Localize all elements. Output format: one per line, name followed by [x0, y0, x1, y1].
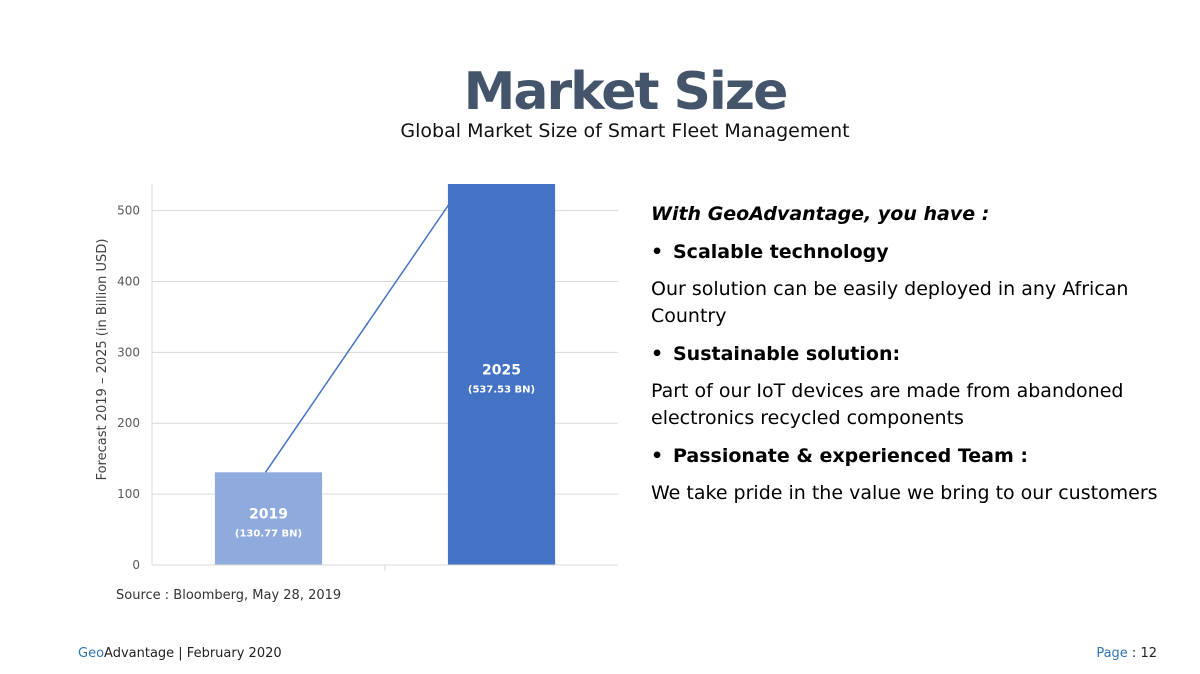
y-tick-label: 0 — [132, 558, 140, 572]
bar-data-label: (537.53 BN) — [468, 385, 535, 396]
y-tick-label: 100 — [117, 487, 140, 501]
bullet-icon: • — [651, 241, 664, 263]
y-axis-title: Forecast 2019 – 2025 (in Billion USD) — [95, 239, 110, 481]
benefit-title: Scalable technology — [673, 241, 889, 263]
footer-brand: GeoAdvantage | February 2020 — [78, 646, 282, 661]
bar-category-label: 2025 — [482, 363, 521, 379]
footer-page: Page : 12 — [1096, 646, 1157, 661]
y-tick-label: 400 — [117, 274, 140, 288]
labels: 0 100 200 300 400 500 2019 (130.77 BN) 2025 (537.… — [95, 184, 535, 572]
benefit-title: Sustainable solution: — [673, 343, 901, 365]
benefit-description: Our solution can be easily deployed in a… — [651, 278, 1129, 327]
bar-2025 — [447, 184, 556, 565]
footer-page-number: 12 — [1140, 646, 1157, 661]
bar-category-label: 2019 — [249, 507, 288, 523]
footer-brand-date: Advantage | February 2020 — [104, 646, 282, 661]
y-tick-label: 200 — [117, 416, 140, 430]
axes — [151, 184, 618, 571]
trend-arrow — [264, 184, 463, 473]
bar-data-label: (130.77 BN) — [235, 529, 302, 540]
benefit-title-sustainable: • Sustainable solution: — [651, 340, 1191, 368]
footer-page-separator: : — [1127, 646, 1141, 661]
slide-title: Market Size — [463, 62, 789, 122]
bar-2019 — [214, 472, 323, 565]
chart-source: Source : Bloomberg, May 28, 2019 — [116, 588, 342, 603]
benefit-description: We take pride in the value we bring to o… — [651, 482, 1158, 504]
bars — [214, 184, 556, 565]
panel-heading: With GeoAdvantage, you have : — [651, 203, 990, 225]
footer-brand-geo: Geo — [78, 646, 105, 661]
benefit-title-team: • Passionate & experienced Team : — [651, 442, 1191, 470]
bullet-icon: • — [651, 445, 664, 467]
benefit-title-scalable: • Scalable technology — [651, 238, 1191, 266]
footer-page-label: Page — [1096, 646, 1128, 661]
benefit-title: Passionate & experienced Team : — [673, 445, 1028, 467]
bullet-icon: • — [651, 343, 664, 365]
benefit-description: Part of our IoT devices are made from ab… — [651, 380, 1124, 429]
benefits-panel: With GeoAdvantage, you have : • Scalable… — [651, 200, 1191, 517]
y-tick-label: 500 — [117, 204, 140, 218]
y-tick-label: 300 — [117, 345, 140, 359]
slide-subtitle: Global Market Size of Smart Fleet Manage… — [400, 120, 850, 142]
